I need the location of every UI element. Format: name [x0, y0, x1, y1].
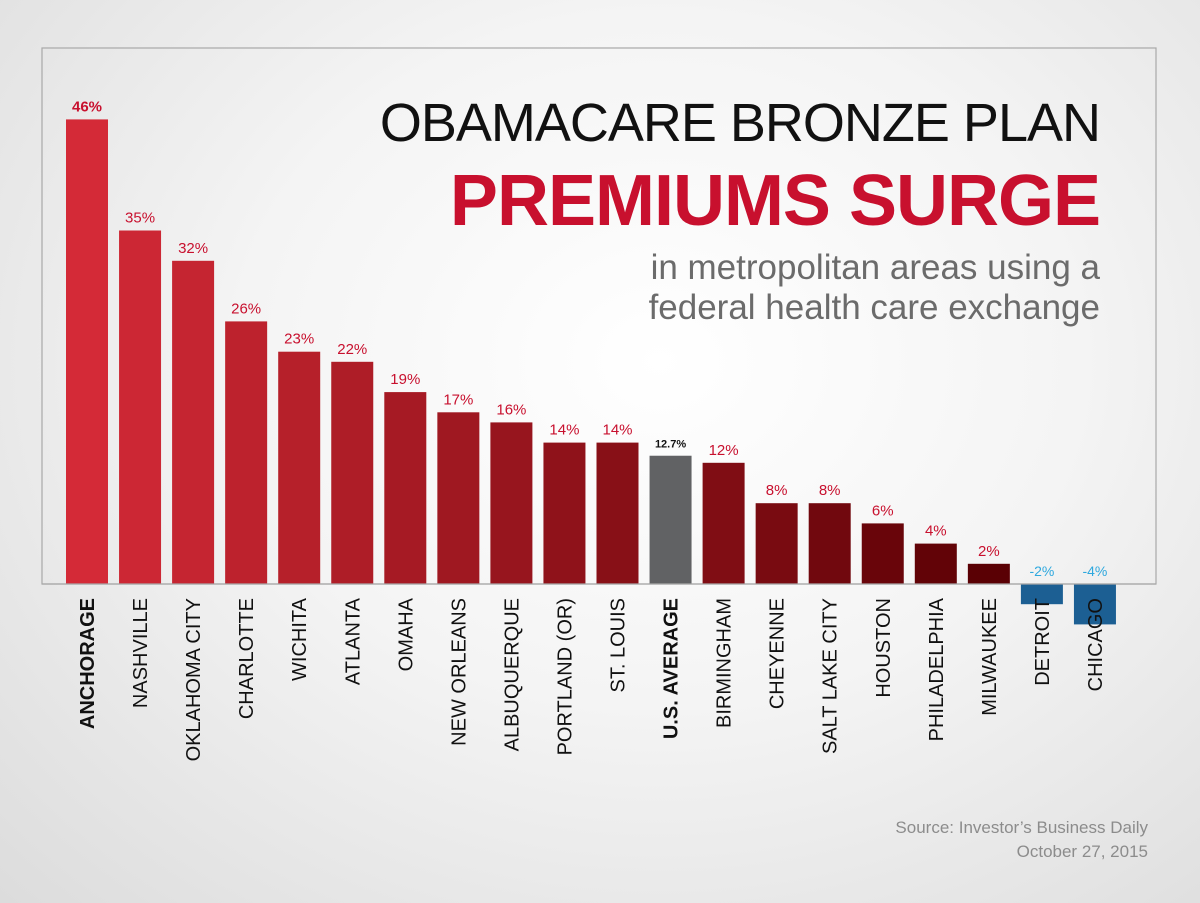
category-label-milwaukee: MILWAUKEE [979, 598, 1001, 716]
source-note: Source: Investor’s Business Daily Octobe… [895, 816, 1148, 864]
bar-new-orleans [437, 412, 480, 584]
bar-omaha [384, 392, 427, 584]
category-label-omaha: OMAHA [395, 597, 417, 671]
chart-headline: PREMIUMS SURGE [449, 161, 1101, 241]
category-label-oklahoma-city: OKLAHOMA CITY [183, 598, 205, 761]
value-label-atlanta: 22% [337, 341, 367, 358]
value-label-houston: 6% [872, 502, 894, 519]
value-label-omaha: 19% [390, 371, 420, 388]
bar-salt-lake-city [808, 503, 851, 584]
value-label-nashville: 35% [125, 210, 155, 227]
bar-st-louis [596, 442, 639, 584]
bars-group [66, 119, 1116, 625]
value-label-birmingham: 12% [709, 442, 739, 459]
bar-chicago [1073, 584, 1116, 625]
value-label-u-s-average: 12.7% [655, 439, 686, 451]
value-label-milwaukee: 2% [978, 543, 1000, 560]
category-label-anchorage: ANCHORAGE [77, 598, 99, 729]
category-label-cheyenne: CHEYENNE [767, 598, 789, 709]
source-date: October 27, 2015 [1016, 842, 1148, 861]
bar-philadelphia [914, 543, 957, 584]
chart-title: OBAMACARE BRONZE PLAN [379, 93, 1101, 153]
category-label-birmingham: BIRMINGHAM [714, 598, 736, 728]
bar-u-s-average [649, 455, 692, 584]
category-label-new-orleans: NEW ORLEANS [448, 598, 470, 746]
category-label-charlotte: CHARLOTTE [236, 598, 258, 719]
category-label-atlanta: ATLANTA [342, 597, 364, 685]
value-label-albuquerque: 16% [496, 401, 526, 418]
category-label-u-s-average: U.S. AVERAGE [661, 598, 683, 739]
bar-portland-or [543, 442, 586, 584]
value-label-cheyenne: 8% [766, 482, 788, 499]
bar-atlanta [331, 361, 374, 584]
value-label-detroit: -2% [1029, 563, 1054, 579]
value-label-salt-lake-city: 8% [819, 482, 841, 499]
bar-oklahoma-city [172, 260, 215, 584]
category-label-detroit: DETROIT [1032, 598, 1054, 686]
bar-houston [861, 523, 904, 584]
chart-subtitle: in metropolitan areas using a federal he… [649, 248, 1100, 328]
value-label-charlotte: 26% [231, 300, 261, 317]
bar-charlotte [225, 321, 268, 584]
bar-wichita [278, 351, 321, 584]
bar-cheyenne [755, 503, 798, 584]
value-label-new-orleans: 17% [443, 391, 473, 408]
bar-nashville [119, 230, 162, 584]
bar-milwaukee [967, 563, 1010, 584]
category-label-portland-or: PORTLAND (OR) [554, 598, 576, 755]
source-text: Source: Investor’s Business Daily [895, 818, 1148, 837]
category-label-philadelphia: PHILADELPHIA [926, 597, 948, 741]
value-label-philadelphia: 4% [925, 523, 947, 540]
value-label-portland-or: 14% [549, 422, 579, 439]
value-label-wichita: 23% [284, 331, 314, 348]
bar-anchorage [66, 119, 108, 585]
value-label-oklahoma-city: 32% [178, 240, 208, 257]
bar-albuquerque [490, 422, 533, 584]
bar-detroit [1020, 584, 1063, 605]
subtitle-line-2: federal health care exchange [648, 288, 1100, 327]
category-label-salt-lake-city: SALT LAKE CITY [820, 598, 842, 754]
category-label-houston: HOUSTON [873, 598, 895, 698]
bar-birmingham [702, 462, 745, 584]
value-label-anchorage: 46% [72, 98, 102, 115]
value-labels-group: 46% 35% 32% 26% 23% 22% 19% 17% 16% 14% 14% 12.7% 12… [72, 98, 1107, 579]
category-label-albuquerque: ALBUQUERQUE [501, 598, 523, 751]
category-label-st-louis: ST. LOUIS [608, 598, 630, 692]
category-label-wichita: WICHITA [289, 597, 311, 681]
value-label-st-louis: 14% [602, 422, 632, 439]
category-label-nashville: NASHVILLE [130, 598, 152, 708]
subtitle-line-1: in metropolitan areas using a [650, 248, 1100, 287]
category-label-chicago: CHICAGO [1085, 598, 1107, 691]
value-label-chicago: -4% [1082, 563, 1107, 579]
category-labels-group: ANCHORAGE NASHVILLE OKLAHOMA CITY CHARLOTTE… [77, 597, 1107, 761]
